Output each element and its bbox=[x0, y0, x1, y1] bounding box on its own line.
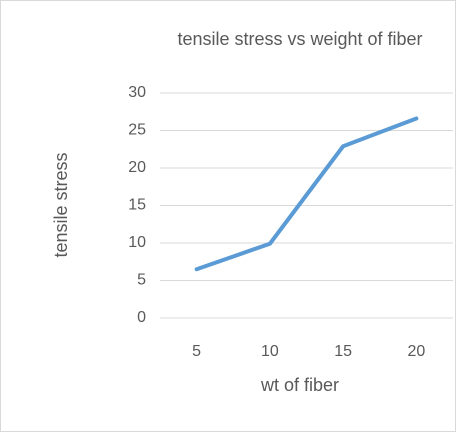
y-tick-label: 0 bbox=[137, 309, 146, 326]
y-tick-label: 30 bbox=[128, 84, 146, 101]
x-tick-label: 10 bbox=[261, 343, 279, 360]
y-tick-label: 20 bbox=[128, 159, 146, 176]
x-axis-title: wt of fiber bbox=[260, 375, 339, 395]
y-tick-label: 25 bbox=[128, 122, 146, 139]
x-tick-label: 5 bbox=[192, 343, 201, 360]
line-series bbox=[194, 116, 419, 272]
chart-border bbox=[0, 0, 456, 432]
x-tick-label: 20 bbox=[407, 343, 425, 360]
x-tick-label: 15 bbox=[334, 343, 352, 360]
chart-title: tensile stress vs weight of fiber bbox=[177, 29, 422, 49]
y-tick-label: 15 bbox=[128, 197, 146, 214]
y-tick-label: 5 bbox=[137, 272, 146, 289]
y-axis-title: tensile stress bbox=[51, 152, 71, 257]
y-tick-label: 10 bbox=[128, 234, 146, 251]
